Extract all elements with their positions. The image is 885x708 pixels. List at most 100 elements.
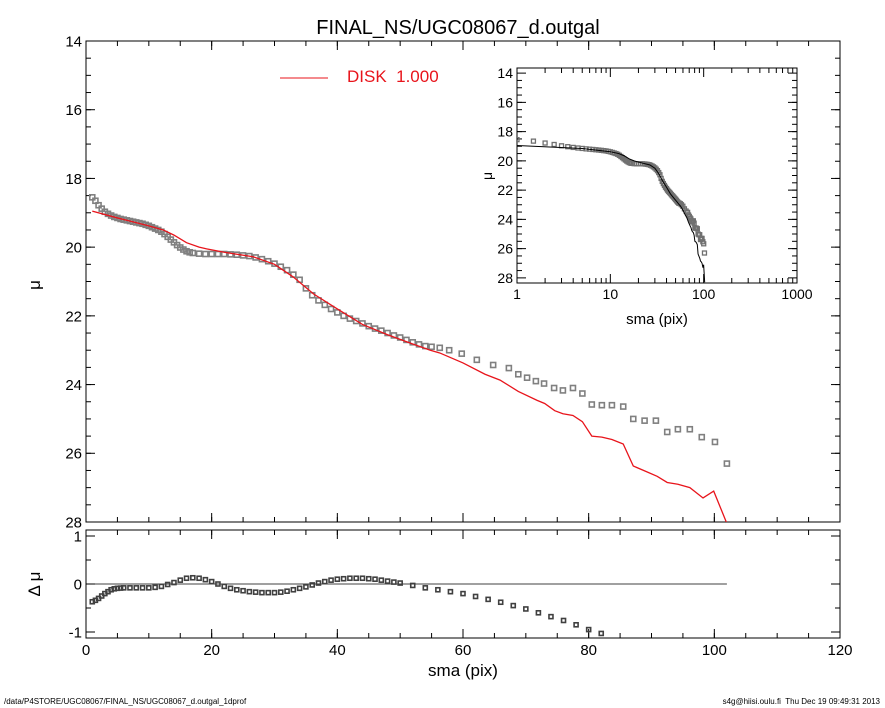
y-tick-label: 26 [497, 241, 513, 257]
observed-point [652, 417, 660, 424]
observed-point [686, 425, 694, 433]
inset-observed-point [658, 175, 664, 182]
residual-point [290, 586, 297, 593]
residual-point [164, 581, 171, 588]
observed-point [532, 377, 540, 385]
observed-point [458, 350, 466, 357]
observed-point [195, 250, 203, 257]
residual-point [271, 589, 278, 596]
residual-point [177, 577, 184, 583]
observed-point [220, 250, 228, 258]
residual-point [146, 585, 152, 591]
observed-point [698, 433, 706, 441]
residual-point [497, 599, 504, 606]
residual-point [598, 630, 605, 637]
inset-observed-point [551, 141, 557, 148]
x-tick-label: 20 [203, 642, 220, 659]
observed-point [208, 250, 215, 258]
residual-point [328, 577, 334, 583]
x-tick-label: 100 [692, 286, 716, 302]
observed-point [445, 346, 453, 354]
inset-observed-point [517, 137, 520, 143]
y-tick-label: 20 [65, 240, 82, 257]
y-tick-label: 24 [65, 377, 82, 394]
residual-point [114, 585, 121, 592]
residual-point [523, 606, 529, 612]
residual-point [334, 576, 341, 583]
residual-point [120, 585, 127, 591]
observed-point [723, 460, 731, 467]
residual-point [139, 585, 146, 591]
y-tick-label: 20 [497, 153, 513, 169]
observed-point [619, 403, 627, 410]
x-tick-label: 60 [455, 642, 472, 659]
residual-point [277, 589, 284, 595]
inset-observed-point [570, 144, 576, 151]
residual-point [560, 617, 567, 624]
observed-point [214, 250, 222, 258]
residual-point [296, 585, 303, 592]
residual-point [460, 590, 466, 597]
observed-point [674, 425, 682, 433]
y-tick-label: 14 [497, 65, 513, 81]
y-tick-label: 22 [65, 308, 82, 325]
disk-model-line [92, 210, 727, 522]
y-tick-label: 28 [65, 514, 82, 531]
residual-data [89, 574, 605, 637]
observed-point [302, 285, 310, 292]
residual-point [303, 584, 309, 590]
residual-point [384, 578, 391, 584]
observed-point [327, 305, 335, 313]
y-tick-label: -1 [69, 624, 82, 641]
residual-point [378, 577, 385, 583]
residual-point [340, 575, 347, 582]
residual-point [234, 586, 240, 593]
residual-point [240, 587, 246, 594]
observed-point [608, 401, 616, 409]
inset-model-line [517, 145, 706, 283]
residual-point [548, 613, 554, 620]
residual-point [221, 583, 228, 590]
residual-point [315, 580, 322, 586]
residual-point [391, 579, 397, 585]
observed-point [321, 301, 329, 309]
y-tick-label: 18 [65, 171, 82, 188]
residual-point [215, 581, 221, 587]
observed-point [403, 336, 410, 344]
main-data [88, 194, 731, 522]
residual-point [435, 586, 441, 593]
x-tick-label: 80 [580, 642, 597, 659]
x-tick-label: 0 [82, 642, 90, 659]
observed-point [559, 387, 567, 394]
main-y-label: μ [25, 280, 44, 290]
observed-point [641, 417, 648, 424]
residual-point [309, 582, 316, 588]
residual-point [171, 579, 177, 586]
residual-point [485, 596, 491, 603]
residual-y-label: Δ μ [25, 572, 44, 597]
observed-point [514, 370, 522, 378]
residual-point [117, 585, 124, 591]
observed-point [598, 401, 606, 409]
residual-point [265, 589, 272, 596]
residual-point [422, 585, 429, 591]
residual-point [252, 589, 259, 595]
observed-point [550, 384, 558, 392]
observed-point [663, 428, 671, 436]
y-tick-label: 14 [65, 33, 82, 50]
inset-observed-point [691, 220, 697, 226]
residual-point [208, 578, 215, 585]
observed-point [315, 297, 322, 304]
y-tick-label: 0 [74, 576, 82, 593]
x-tick-label: 40 [329, 642, 346, 659]
observed-point [202, 250, 209, 258]
residual-point [152, 584, 158, 591]
residual-point [202, 576, 209, 583]
y-tick-label: 1 [74, 528, 82, 545]
y-tick-label: 22 [497, 182, 513, 198]
y-tick-label: 18 [497, 124, 513, 140]
residual-point [397, 580, 403, 586]
observed-point [189, 249, 197, 257]
residual-point [353, 575, 359, 582]
